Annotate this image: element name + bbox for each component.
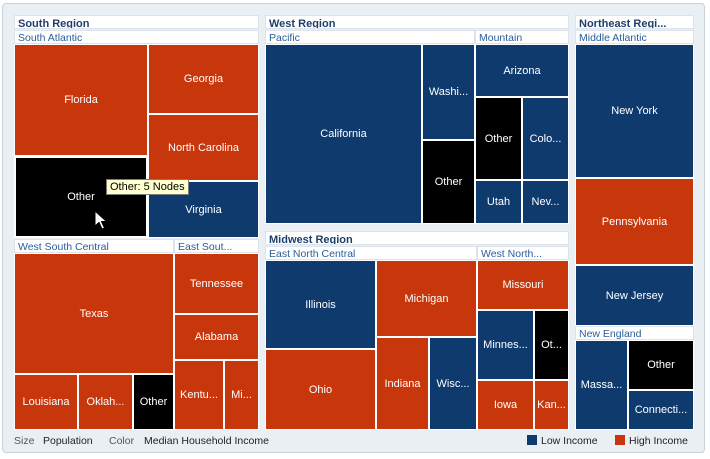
treemap-node-oklah[interactable]: Oklah... <box>78 374 133 430</box>
treemap-node-ot[interactable]: Ot... <box>534 310 569 380</box>
treemap-node-michigan[interactable]: Michigan <box>376 260 477 337</box>
treemap-node-other[interactable]: Other <box>628 340 694 390</box>
treemap-node-connecti[interactable]: Connecti... <box>628 390 694 430</box>
legend-swatch-high <box>615 435 625 445</box>
legend-label-low: Low Income <box>541 435 598 447</box>
treemap-node-pennsylvania[interactable]: Pennsylvania <box>575 178 694 265</box>
treemap-node-indiana[interactable]: Indiana <box>376 337 429 430</box>
treemap-node-missouri[interactable]: Missouri <box>477 260 569 310</box>
treemap-node-colo[interactable]: Colo... <box>522 97 569 180</box>
mouse-pointer-icon <box>94 210 108 230</box>
treemap-node-kentu[interactable]: Kentu... <box>174 360 224 430</box>
treemap-node-mi[interactable]: Mi... <box>224 360 259 430</box>
legend-swatch-low <box>527 435 537 445</box>
treemap-node-california[interactable]: California <box>265 44 422 224</box>
treemap-node-illinois[interactable]: Illinois <box>265 260 376 349</box>
legend-label-high: High Income <box>629 435 688 447</box>
subregion-header-pacific[interactable]: Pacific <box>265 30 475 44</box>
subregion-header-east-sout[interactable]: East Sout... <box>174 239 259 253</box>
subregion-header-middle-atlantic[interactable]: Middle Atlantic <box>575 30 694 44</box>
treemap-node-texas[interactable]: Texas <box>14 253 174 374</box>
treemap-node-other[interactable]: Other <box>475 97 522 180</box>
size-label: Size <box>14 435 35 447</box>
tooltip: Other: 5 Nodes <box>106 179 189 195</box>
region-header-northeast-regi[interactable]: Northeast Regi... <box>575 15 694 29</box>
color-label: Color <box>109 435 135 447</box>
treemap-node-other[interactable]: Other <box>14 156 148 238</box>
subregion-header-mountain[interactable]: Mountain <box>475 30 569 44</box>
treemap-node-iowa[interactable]: Iowa <box>477 380 534 430</box>
treemap-node-tennessee[interactable]: Tennessee <box>174 253 259 314</box>
subregion-header-east-north-central[interactable]: East North Central <box>265 246 477 260</box>
treemap-node-ohio[interactable]: Ohio <box>265 349 376 430</box>
color-measure: Median Household Income <box>144 435 269 447</box>
treemap-node-massa[interactable]: Massa... <box>575 340 628 430</box>
treemap-node-washi[interactable]: Washi... <box>422 44 475 140</box>
subregion-header-west-north[interactable]: West North... <box>477 246 569 260</box>
treemap-node-new-york[interactable]: New York <box>575 44 694 178</box>
treemap-node-georgia[interactable]: Georgia <box>148 44 259 114</box>
treemap-node-north-carolina[interactable]: North Carolina <box>148 114 259 181</box>
subregion-header-new-england[interactable]: New England <box>575 326 694 340</box>
treemap-node-kan[interactable]: Kan... <box>534 380 569 430</box>
subregion-header-west-south-central[interactable]: West South Central <box>14 239 174 253</box>
treemap-node-alabama[interactable]: Alabama <box>174 314 259 360</box>
treemap-node-arizona[interactable]: Arizona <box>475 44 569 97</box>
treemap-node-minnes[interactable]: Minnes... <box>477 310 534 380</box>
treemap-node-louisiana[interactable]: Louisiana <box>14 374 78 430</box>
treemap-node-other[interactable]: Other <box>422 140 475 224</box>
treemap-node-virginia[interactable]: Virginia <box>148 181 259 238</box>
treemap-node-nev[interactable]: Nev... <box>522 180 569 224</box>
size-measure: Population <box>43 435 93 447</box>
treemap-node-florida[interactable]: Florida <box>14 44 148 156</box>
treemap-node-utah[interactable]: Utah <box>475 180 522 224</box>
subregion-header-south-atlantic[interactable]: South Atlantic <box>14 30 259 44</box>
treemap-node-new-jersey[interactable]: New Jersey <box>575 265 694 326</box>
treemap-node-other[interactable]: Other <box>133 374 174 430</box>
region-header-midwest-region[interactable]: Midwest Region <box>265 231 569 245</box>
treemap-node-wisc[interactable]: Wisc... <box>429 337 477 430</box>
region-header-south-region[interactable]: South Region <box>14 15 259 29</box>
region-header-west-region[interactable]: West Region <box>265 15 569 29</box>
